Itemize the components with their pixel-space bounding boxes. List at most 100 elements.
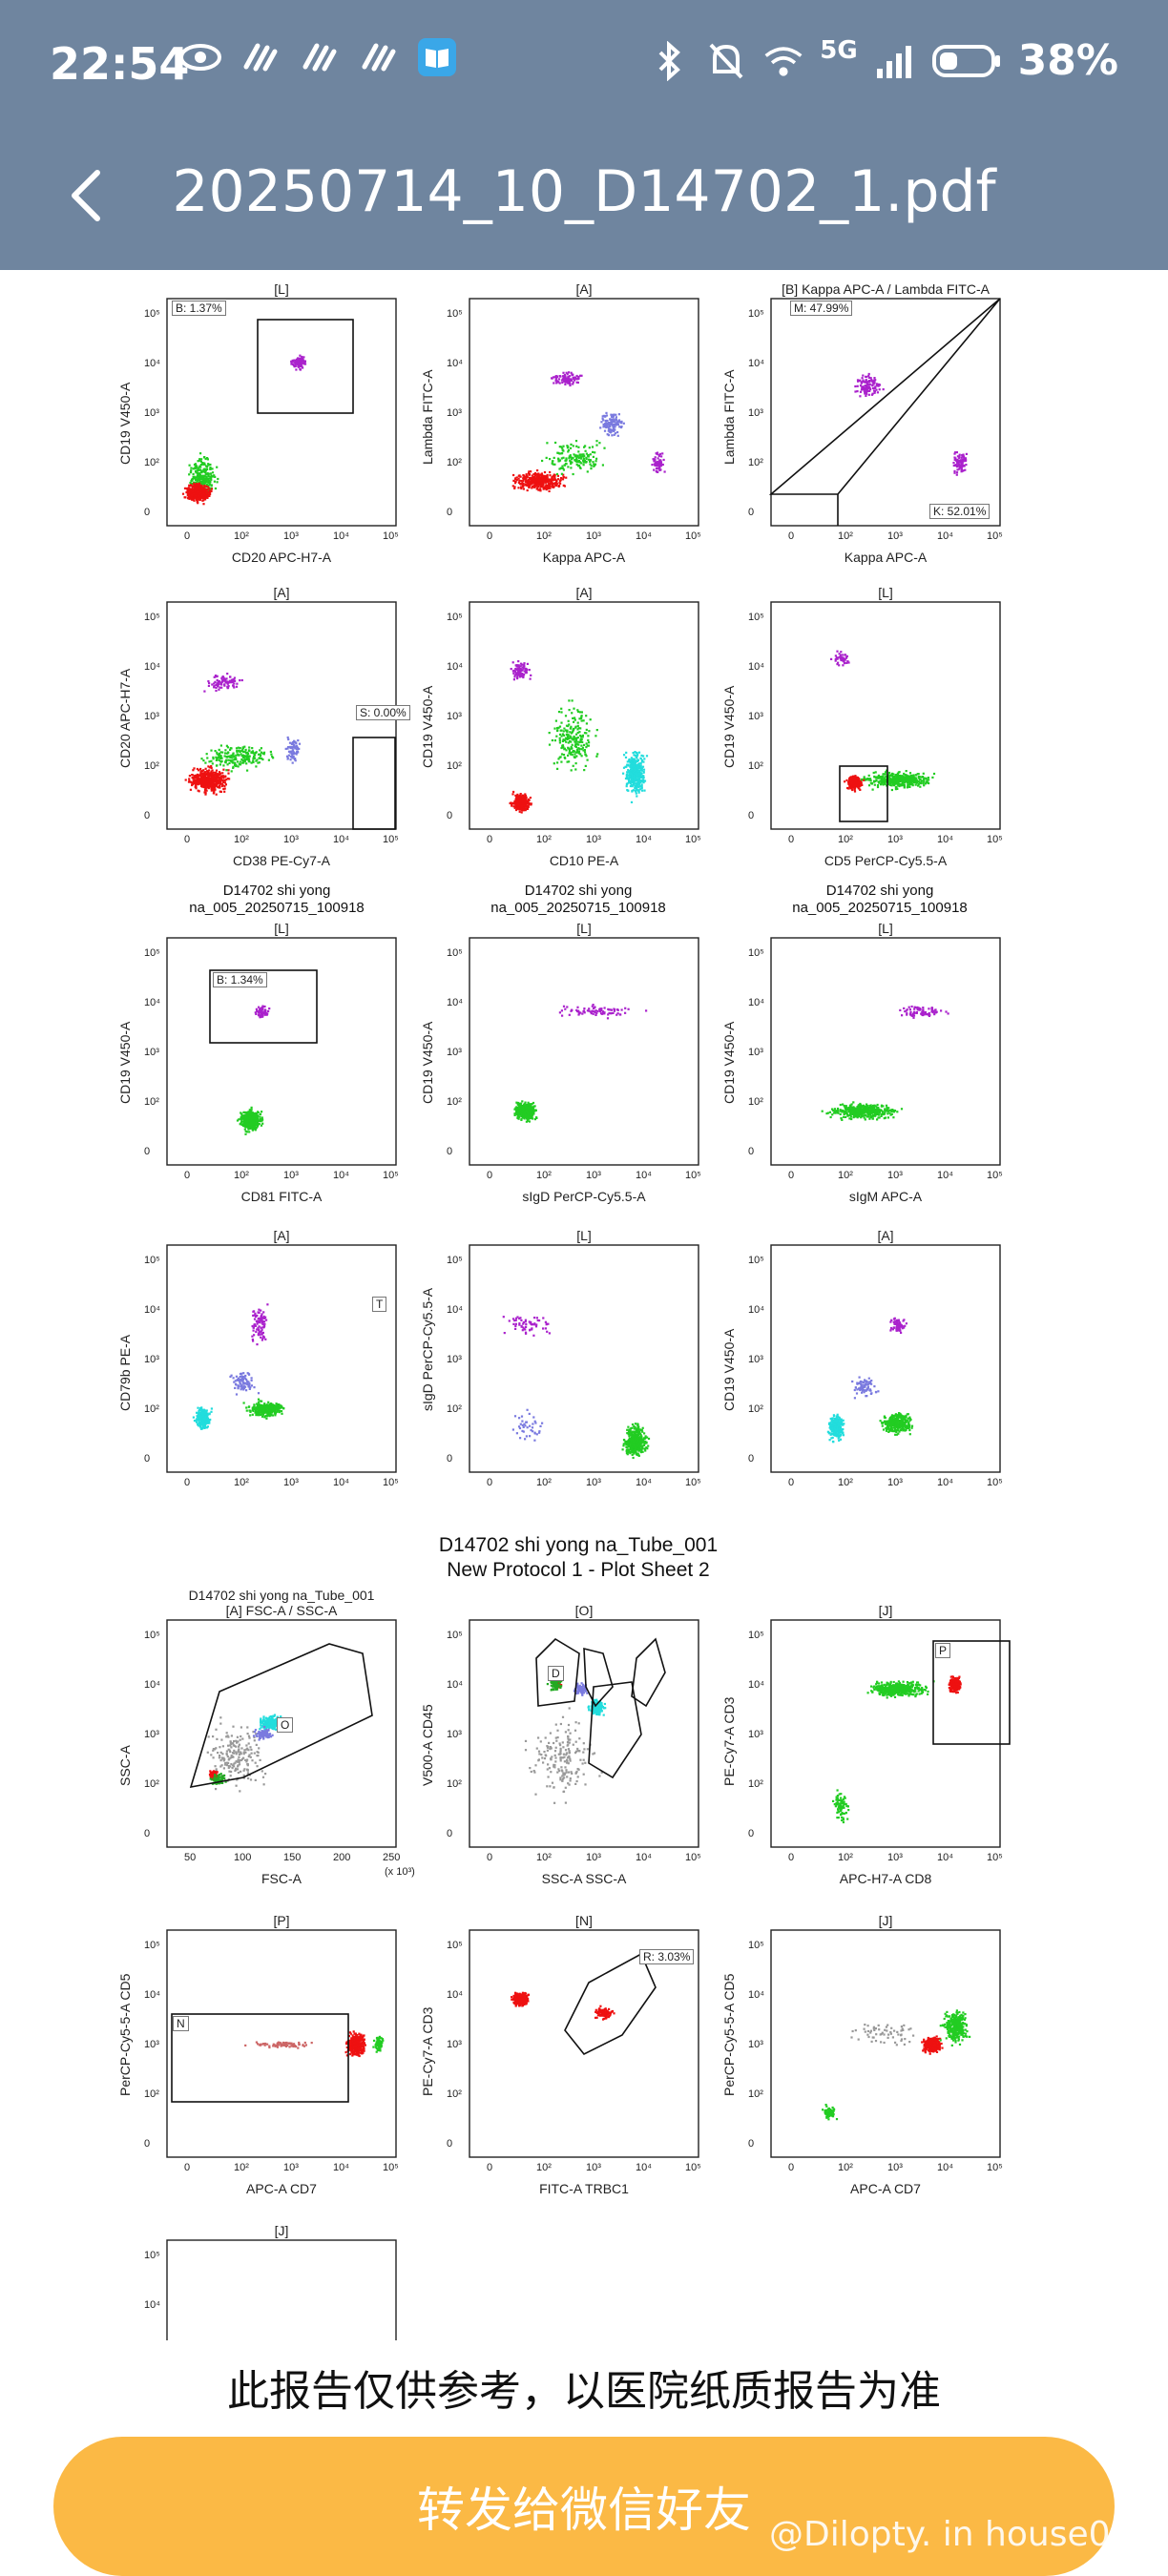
event-dot [917, 783, 920, 786]
event-dot [205, 480, 208, 484]
event-dot [515, 476, 518, 479]
event-dot [563, 748, 566, 751]
event-dot [548, 743, 552, 746]
event-dot [907, 777, 909, 779]
event-dot [206, 779, 209, 781]
event-dot [557, 711, 561, 714]
event-dot [917, 776, 920, 779]
event-dot [612, 416, 615, 419]
event-dot [267, 1009, 270, 1012]
event-dot [603, 447, 606, 449]
event-dot [229, 680, 232, 683]
event-dot [626, 789, 629, 792]
event-dot [904, 774, 907, 777]
event-dot [885, 771, 887, 774]
event-dot [217, 757, 219, 759]
event-dot [639, 766, 642, 769]
event-dot [567, 448, 571, 451]
event-dot [292, 751, 295, 754]
event-dot [592, 455, 594, 458]
event-dot [239, 679, 241, 682]
event-dot [522, 806, 525, 809]
event-dot [232, 766, 235, 769]
event-dot [634, 754, 636, 757]
event-dot [211, 777, 214, 780]
event-dot [952, 462, 955, 465]
event-dot [551, 483, 554, 486]
event-dot [191, 774, 194, 777]
event-dot [213, 774, 216, 777]
event-dot [218, 755, 220, 758]
event-dot [542, 478, 545, 481]
x-tick-label: 0 [184, 834, 191, 845]
event-dot [583, 749, 586, 752]
x-tick-label: 10⁵ [383, 530, 399, 542]
plot-area [469, 601, 699, 830]
event-dot [231, 678, 234, 681]
event-dot [615, 419, 617, 422]
y-tick-label: 10⁴ [748, 358, 764, 369]
event-dot [517, 481, 520, 484]
gate-label: M: 47.99% [790, 301, 853, 316]
event-dot [886, 784, 888, 787]
event-dot [301, 355, 303, 359]
event-dot [655, 464, 657, 467]
event-dot [659, 462, 663, 465]
event-dot [204, 457, 207, 461]
event-dot [570, 456, 573, 459]
event-dot [186, 493, 189, 497]
event-dot [204, 792, 207, 795]
event-dot [523, 670, 526, 673]
event-dot [245, 762, 248, 765]
event-dot [869, 388, 872, 391]
event-dot [573, 453, 575, 456]
section-heading: D14702 shi yong [825, 883, 934, 899]
event-dot [214, 779, 217, 781]
event-dot [573, 727, 575, 731]
event-dot [607, 422, 610, 425]
event-dot [558, 467, 561, 470]
event-dot [516, 677, 519, 680]
event-dot [630, 759, 633, 762]
event-dot [636, 795, 638, 798]
event-dot [219, 772, 221, 775]
event-dot [232, 684, 235, 687]
event-dot [577, 450, 580, 453]
event-dot [574, 725, 577, 728]
event-dot [853, 783, 856, 786]
event-dot [188, 775, 191, 778]
x-tick-label: 10⁴ [333, 1170, 349, 1181]
event-dot [546, 485, 549, 488]
event-dot [575, 455, 578, 458]
x-tick-label: 10⁵ [987, 834, 1003, 845]
event-dot [900, 779, 903, 782]
event-dot [514, 480, 517, 483]
event-dot [201, 462, 204, 465]
event-dot [557, 451, 560, 454]
event-dot [607, 423, 610, 426]
event-dot [226, 685, 229, 688]
event-dot [956, 468, 959, 471]
event-dot [221, 675, 224, 678]
event-dot [630, 800, 634, 803]
event-dot [861, 385, 864, 388]
event-dot [569, 739, 572, 743]
event-dot [512, 790, 515, 794]
event-dot [874, 771, 877, 774]
event-dot [654, 456, 657, 459]
event-dot [868, 384, 871, 386]
event-dot [543, 487, 546, 489]
back-button[interactable] [57, 162, 115, 229]
event-dot [637, 766, 640, 769]
event-dot [922, 772, 925, 775]
event-dot [240, 755, 243, 758]
pdf-viewer[interactable]: D14702 shi yong na_005_20250715_100918 D14… [0, 270, 1168, 2340]
event-dot [514, 477, 517, 480]
event-dot [255, 1117, 258, 1120]
event-dot [558, 741, 561, 744]
event-dot [574, 739, 577, 742]
event-dot [254, 1011, 257, 1014]
event-dot [965, 459, 968, 462]
event-dot [521, 798, 524, 800]
event-dot [526, 800, 530, 802]
